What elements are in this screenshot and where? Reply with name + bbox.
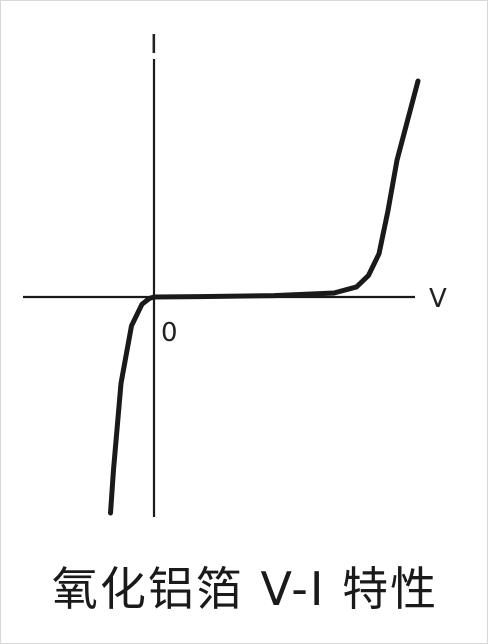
- origin-label: 0: [161, 318, 178, 348]
- vi-characteristic-plot: V I 0: [23, 30, 447, 517]
- y-axis-label: I: [150, 30, 158, 60]
- vi-curve: [108, 78, 421, 516]
- chart-title: 氧化铝箔 V-I 特性: [51, 562, 439, 616]
- x-axis-label: V: [429, 284, 447, 314]
